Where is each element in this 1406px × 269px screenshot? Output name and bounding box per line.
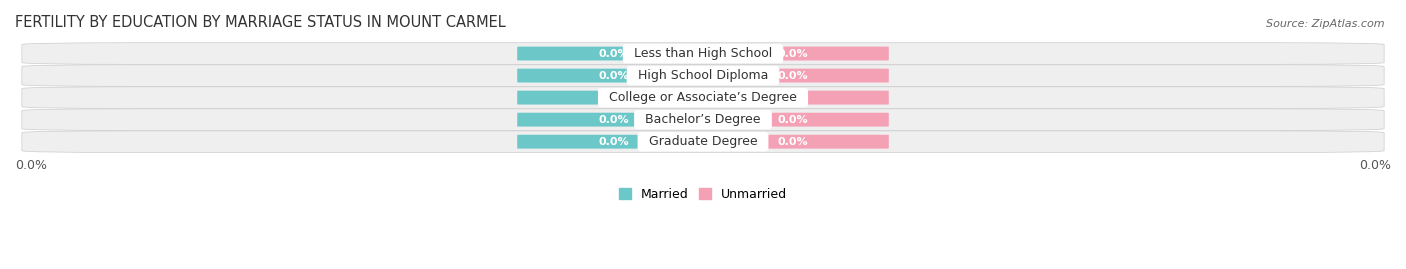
FancyBboxPatch shape <box>696 47 889 61</box>
Text: Less than High School: Less than High School <box>626 47 780 60</box>
FancyBboxPatch shape <box>517 47 710 61</box>
Text: College or Associate’s Degree: College or Associate’s Degree <box>600 91 806 104</box>
Text: 0.0%: 0.0% <box>778 70 808 81</box>
Text: 0.0%: 0.0% <box>598 137 628 147</box>
FancyBboxPatch shape <box>696 135 889 149</box>
FancyBboxPatch shape <box>22 109 1384 130</box>
Text: 0.0%: 0.0% <box>598 70 628 81</box>
FancyBboxPatch shape <box>22 65 1384 86</box>
FancyBboxPatch shape <box>517 135 710 149</box>
Legend: Married, Unmarried: Married, Unmarried <box>619 188 787 201</box>
Text: Bachelor’s Degree: Bachelor’s Degree <box>637 113 769 126</box>
Text: 0.0%: 0.0% <box>778 115 808 125</box>
Text: 0.0%: 0.0% <box>598 115 628 125</box>
FancyBboxPatch shape <box>517 91 710 105</box>
FancyBboxPatch shape <box>22 131 1384 153</box>
Text: 0.0%: 0.0% <box>778 48 808 59</box>
Text: 0.0%: 0.0% <box>598 48 628 59</box>
Text: 0.0%: 0.0% <box>598 93 628 102</box>
FancyBboxPatch shape <box>696 69 889 83</box>
Text: 0.0%: 0.0% <box>778 137 808 147</box>
Text: 0.0%: 0.0% <box>15 159 46 172</box>
FancyBboxPatch shape <box>22 43 1384 64</box>
FancyBboxPatch shape <box>696 91 889 105</box>
FancyBboxPatch shape <box>517 69 710 83</box>
Text: 0.0%: 0.0% <box>778 93 808 102</box>
Text: Graduate Degree: Graduate Degree <box>641 135 765 148</box>
FancyBboxPatch shape <box>696 113 889 127</box>
Text: Source: ZipAtlas.com: Source: ZipAtlas.com <box>1267 19 1385 29</box>
Text: 0.0%: 0.0% <box>1360 159 1391 172</box>
Text: High School Diploma: High School Diploma <box>630 69 776 82</box>
Text: FERTILITY BY EDUCATION BY MARRIAGE STATUS IN MOUNT CARMEL: FERTILITY BY EDUCATION BY MARRIAGE STATU… <box>15 15 506 30</box>
FancyBboxPatch shape <box>22 87 1384 108</box>
FancyBboxPatch shape <box>517 113 710 127</box>
